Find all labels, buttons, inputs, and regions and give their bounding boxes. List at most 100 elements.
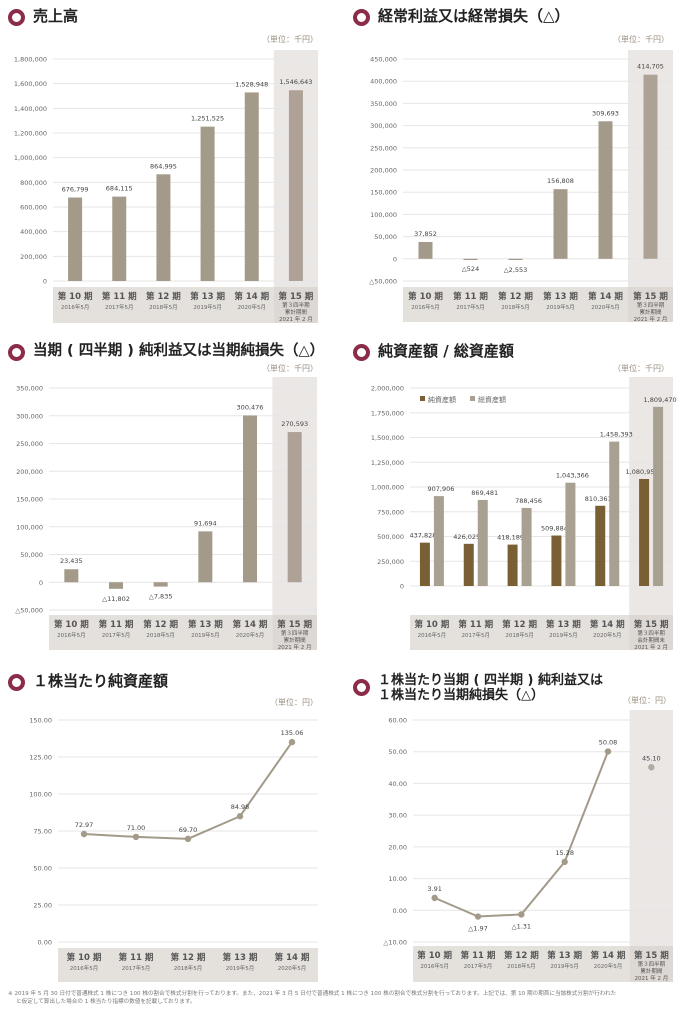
y-tick-label: 450,000 [370,56,397,64]
category-label: 第 12 期 [143,619,178,630]
y-tick-label: 0 [400,583,404,591]
highlight-column [629,377,673,650]
category-label: 第 11 期 [102,291,137,302]
y-tick-label: 50.00 [33,865,52,873]
data-label: △2,553 [504,266,528,274]
y-tick-label: 150,000 [370,189,397,197]
y-tick-label: 200,000 [370,167,397,175]
y-tick-label: 0 [39,579,43,587]
chart-title: 売上高 [8,8,78,26]
svg-text:第３四半期: 第３四半期 [638,960,666,968]
bar [643,74,658,259]
data-point [604,748,612,755]
category-label: 第 10 期 [408,291,443,302]
data-label: 437,828 [409,532,436,540]
category-date: 2019年5月 [191,631,220,639]
category-label: 第 10 期 [67,952,102,963]
data-point [80,830,88,838]
bar [243,415,257,583]
line-series [434,751,609,918]
category-label: 第 13 期 [546,619,581,630]
ring-icon [353,9,370,26]
y-tick-label: 150.00 [29,717,52,725]
category-label: 第 12 期 [146,291,181,302]
y-tick-label: 200,000 [16,468,43,476]
legend-swatch [470,396,475,401]
chart-title: １株当たり純資産額 [8,673,168,691]
data-label: 15.28 [555,849,574,857]
data-point [474,913,482,920]
data-label: △524 [462,265,479,273]
y-tick-label: 1,400,000 [14,105,47,113]
y-tick-label: 150,000 [16,496,43,504]
category-date: 2020年5月 [594,962,623,970]
svg-text:2021 年 2 月: 2021 年 2 月 [278,643,312,651]
y-tick-label: 300,000 [16,412,43,420]
data-point [132,833,140,841]
data-label: 1,080,954 [626,468,659,476]
bar [198,531,213,583]
category-label: 第 15 期 [279,291,314,302]
bar [244,92,259,281]
category-date: 2017年5月 [105,303,134,311]
category-label: 第 15 期 [634,619,669,630]
category-date: 2020年5月 [278,964,307,972]
ring-icon [8,674,25,691]
ring-icon [8,9,25,26]
data-label: 509,884 [541,525,568,533]
unit-label: （単位：千円） [613,364,669,373]
category-label: 第 15 期 [277,619,312,630]
bar-total-assets [609,441,620,586]
unit-label: （単位：円） [270,698,318,707]
category-date: 2017年5月 [464,962,493,970]
data-label: △1.97 [468,925,487,933]
data-label: 1,546,643 [279,78,312,86]
category-label: 第 11 期 [99,619,134,630]
bar-chart-net-income: △50,000 0 50,000 100,000 150,000 200,000 250,0… [15,377,317,651]
legend-label: 総資産額 [478,395,506,404]
chart-title: 当期 ( 四半期 ) 純利益又は当期純損失（△） [8,343,324,361]
unit-label: （単位：千円） [613,35,669,44]
unit-label: （単位：千円） [262,364,318,373]
y-tick-label: 2,000,000 [371,385,404,393]
category-label: 第 13 期 [190,291,225,302]
category-date: 2017年5月 [102,631,131,639]
data-point [236,813,244,820]
bar-net-assets [419,542,430,586]
bar-total-assets [653,406,664,586]
bar [287,432,302,583]
legend-swatch [420,396,425,401]
y-tick-label: 1,750,000 [371,409,404,417]
y-tick-label: 1,500,000 [371,434,404,442]
y-tick-label: 300,000 [370,122,397,130]
data-point [648,764,655,771]
data-label: 418,189 [497,534,524,542]
data-label: 810,361 [585,495,612,503]
svg-text:第３四半期: 第３四半期 [637,629,665,637]
svg-text:第３四半期: 第３四半期 [637,301,665,309]
category-date: 2020年5月 [591,303,620,311]
bar-total-assets [477,499,488,586]
data-label: 309,693 [592,109,619,117]
data-label: 3.91 [427,885,441,893]
bar-net-assets [507,544,518,586]
category-date: 2016年5月 [57,631,86,639]
data-label: △1.31 [512,922,531,930]
category-date: 2018年5月 [174,964,203,972]
y-tick-label: 50,000 [374,233,397,241]
category-date: 2020年5月 [236,631,265,639]
bar [598,121,613,259]
legend-label: 純資産額 [428,395,456,404]
category-date: 2017年5月 [122,964,151,972]
y-tick-label: 75.00 [33,828,52,836]
y-tick-label: 50,000 [20,551,43,559]
category-date: 2018年5月 [501,303,530,311]
bar [153,582,168,587]
category-date: 2016年5月 [411,303,440,311]
category-label: 第 13 期 [547,950,582,961]
chart-title: 純資産額 / 総資産額 [353,343,514,361]
y-tick-label: 0 [393,255,397,263]
category-date: 2018年5月 [146,631,175,639]
svg-text:2021 年 2 月: 2021 年 2 月 [634,974,668,982]
svg-text:第３四半期: 第３四半期 [281,629,309,637]
